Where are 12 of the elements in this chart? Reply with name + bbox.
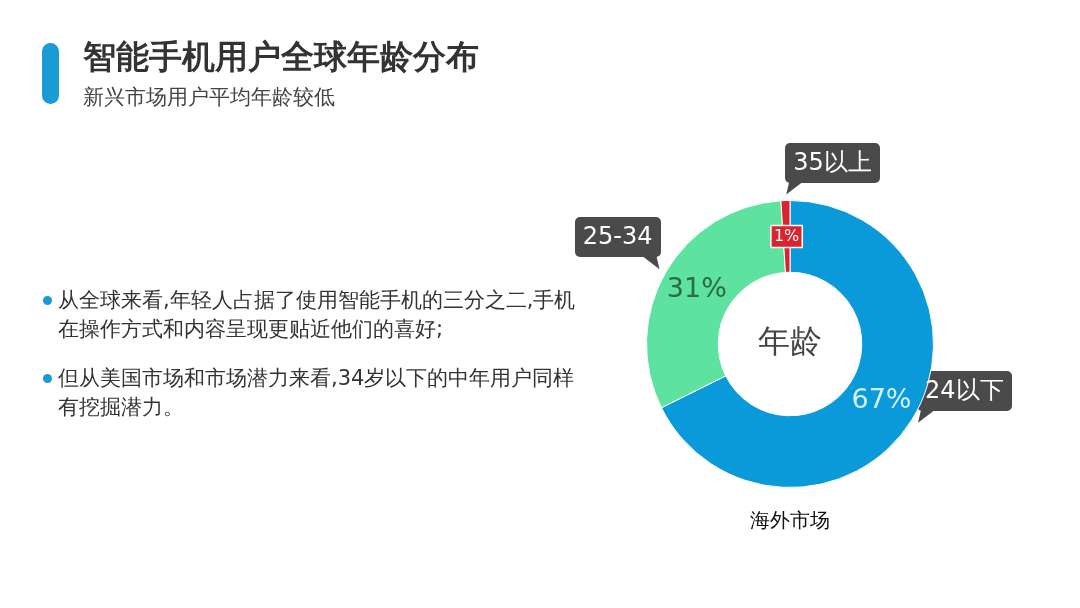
data-label: 31%: [666, 272, 727, 304]
data-label: 1%: [773, 225, 800, 245]
text: 从全球来看,年轻人占据了使用智能手机的三分之二,手机在操作方式和内容呈现更贴近他们的喜好;: [58, 288, 576, 341]
slice-label: 24以下: [925, 376, 1004, 405]
slice-label: 25-34: [582, 222, 653, 251]
text: 新兴市场用户平均年龄较低: [83, 84, 335, 111]
slice-label: 35以上: [793, 147, 872, 176]
text: 海外市场: [750, 507, 830, 532]
data-label: 67%: [851, 382, 912, 414]
text: 年龄: [758, 322, 822, 361]
text: 智能手机用户全球年龄分布: [83, 36, 479, 78]
text: 但从美国市场和市场潜力来看,34岁以下的中年用户同样有挖掘潜力。: [58, 366, 575, 419]
